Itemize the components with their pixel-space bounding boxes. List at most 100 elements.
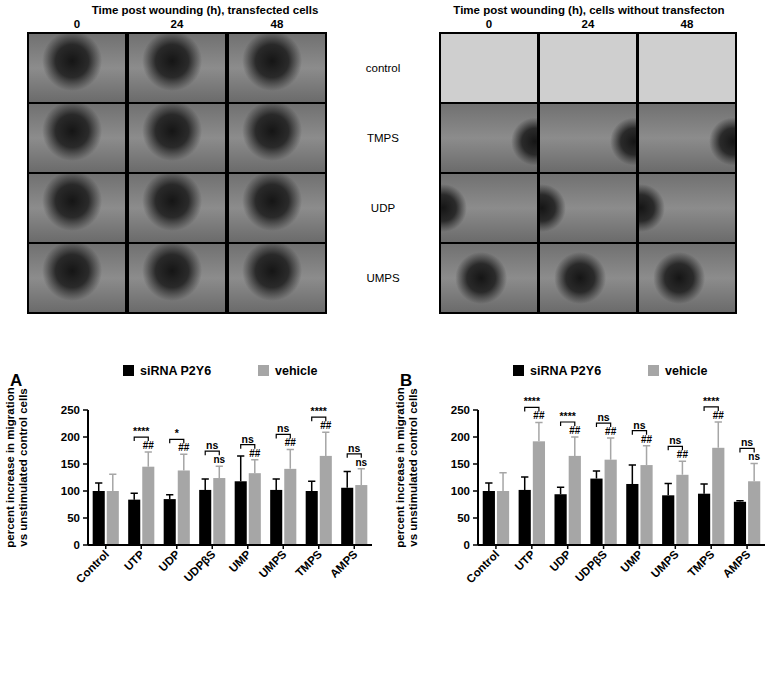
wound-area <box>42 33 102 91</box>
significance-vs-control: ## <box>641 434 653 445</box>
legend-label: vehicle <box>275 364 317 378</box>
bar <box>640 465 652 545</box>
y-axis-label: percent increase in migrationvs unstimul… <box>394 387 419 547</box>
micrograph-frame <box>638 243 736 313</box>
comparison-label: ns <box>348 442 360 454</box>
micrograph-frame <box>228 103 326 173</box>
micrograph-frame <box>638 173 736 243</box>
x-tick <box>141 545 143 549</box>
x-tick <box>283 545 285 549</box>
error-bar <box>679 461 686 475</box>
micrograph-frame <box>440 243 538 313</box>
figure: Time post wounding (h), transfected cell… <box>0 0 777 684</box>
legend-label: vehicle <box>665 364 707 378</box>
legend-swatch <box>648 365 659 376</box>
bar <box>320 456 332 545</box>
timepoint-label: 24 <box>582 18 595 30</box>
micrograph-bg <box>440 243 538 313</box>
wound-area <box>42 173 102 231</box>
comparison-bracket <box>525 407 539 411</box>
micrograph <box>440 243 538 313</box>
comparison-label: ns <box>597 411 609 423</box>
comparison-label: **** <box>524 395 541 407</box>
plot-area <box>483 422 761 545</box>
micrograph-frame <box>638 103 736 173</box>
micrograph <box>440 173 538 243</box>
micrograph <box>638 103 736 173</box>
micrograph-frame <box>440 33 538 103</box>
x-tick <box>567 545 569 549</box>
timepoint-label: 24 <box>171 18 184 30</box>
error-bar <box>571 437 578 456</box>
wound-area <box>539 184 566 232</box>
micrograph-frame <box>228 173 326 243</box>
wound-area <box>511 118 538 166</box>
micrograph <box>228 243 326 313</box>
y-tick-label: 150 <box>451 458 470 470</box>
x-tick-label: Control <box>74 548 111 585</box>
micrograph <box>440 33 538 103</box>
bar <box>626 484 638 545</box>
x-tick-label: UDPβS <box>182 548 218 584</box>
x-tick-label: UDPβS <box>573 548 609 584</box>
comparison-bracket <box>561 422 575 426</box>
bar <box>734 502 746 545</box>
x-tick-label: UMPS <box>257 548 289 580</box>
y-axis-label: percent increase in migrationvs unstimul… <box>4 387 29 547</box>
bar <box>270 490 282 545</box>
x-tick <box>247 545 249 549</box>
bar <box>142 467 154 545</box>
chart: Bpercent increase in migrationvs unstimu… <box>394 364 765 585</box>
comparison-bracket <box>241 445 255 449</box>
micrograph-bg <box>440 33 538 103</box>
wound-area <box>242 103 302 161</box>
micrograph-bg <box>539 33 637 103</box>
micrograph-frame <box>28 33 126 103</box>
comparison-bracket <box>347 454 361 458</box>
bar <box>93 491 105 545</box>
row-label: UMPS <box>366 272 400 284</box>
error-bar <box>499 473 506 491</box>
micrograph-frame <box>539 173 637 243</box>
bar <box>676 475 688 545</box>
micrograph-frame <box>128 33 226 103</box>
significance-vs-control: ## <box>569 425 581 436</box>
micrograph <box>539 243 637 313</box>
comparison-bracket <box>740 448 754 452</box>
comparison-label: **** <box>133 425 150 437</box>
micrograph <box>539 33 637 103</box>
significance-vs-control: ## <box>143 440 155 451</box>
y-axis-label-line: percent increase in migration <box>4 387 16 547</box>
x-tick <box>639 545 641 549</box>
error-bar <box>715 422 722 448</box>
micrograph <box>539 173 637 243</box>
error-bar <box>216 466 223 478</box>
error-bar <box>485 483 492 491</box>
micrograph <box>440 103 538 173</box>
timepoint-label: 0 <box>486 18 492 30</box>
wound-area <box>142 173 202 231</box>
error-bar <box>736 501 743 502</box>
comparison-bracket <box>632 431 646 435</box>
error-bar <box>535 422 542 441</box>
panel-title: Time post wounding (h), cells without tr… <box>453 4 724 16</box>
comparison-label: ns <box>741 436 753 448</box>
wound-area <box>242 33 302 91</box>
micrograph <box>228 103 326 173</box>
bar <box>355 485 367 545</box>
y-axis-label-line: vs unstimulated control cells <box>407 388 419 546</box>
wound-area <box>142 33 202 91</box>
micrograph <box>128 243 226 313</box>
micrograph-bg <box>539 243 637 313</box>
bar <box>698 494 710 545</box>
comparison-bracket <box>704 407 718 411</box>
error-bar <box>322 432 329 456</box>
bar <box>590 479 602 545</box>
y-axis <box>87 410 89 545</box>
micrograph-frame <box>228 243 326 313</box>
wound-area <box>610 118 637 166</box>
comparison-label: **** <box>560 410 577 422</box>
micrograph <box>128 103 226 173</box>
comparison-label: * <box>175 427 180 439</box>
bar <box>199 490 211 545</box>
